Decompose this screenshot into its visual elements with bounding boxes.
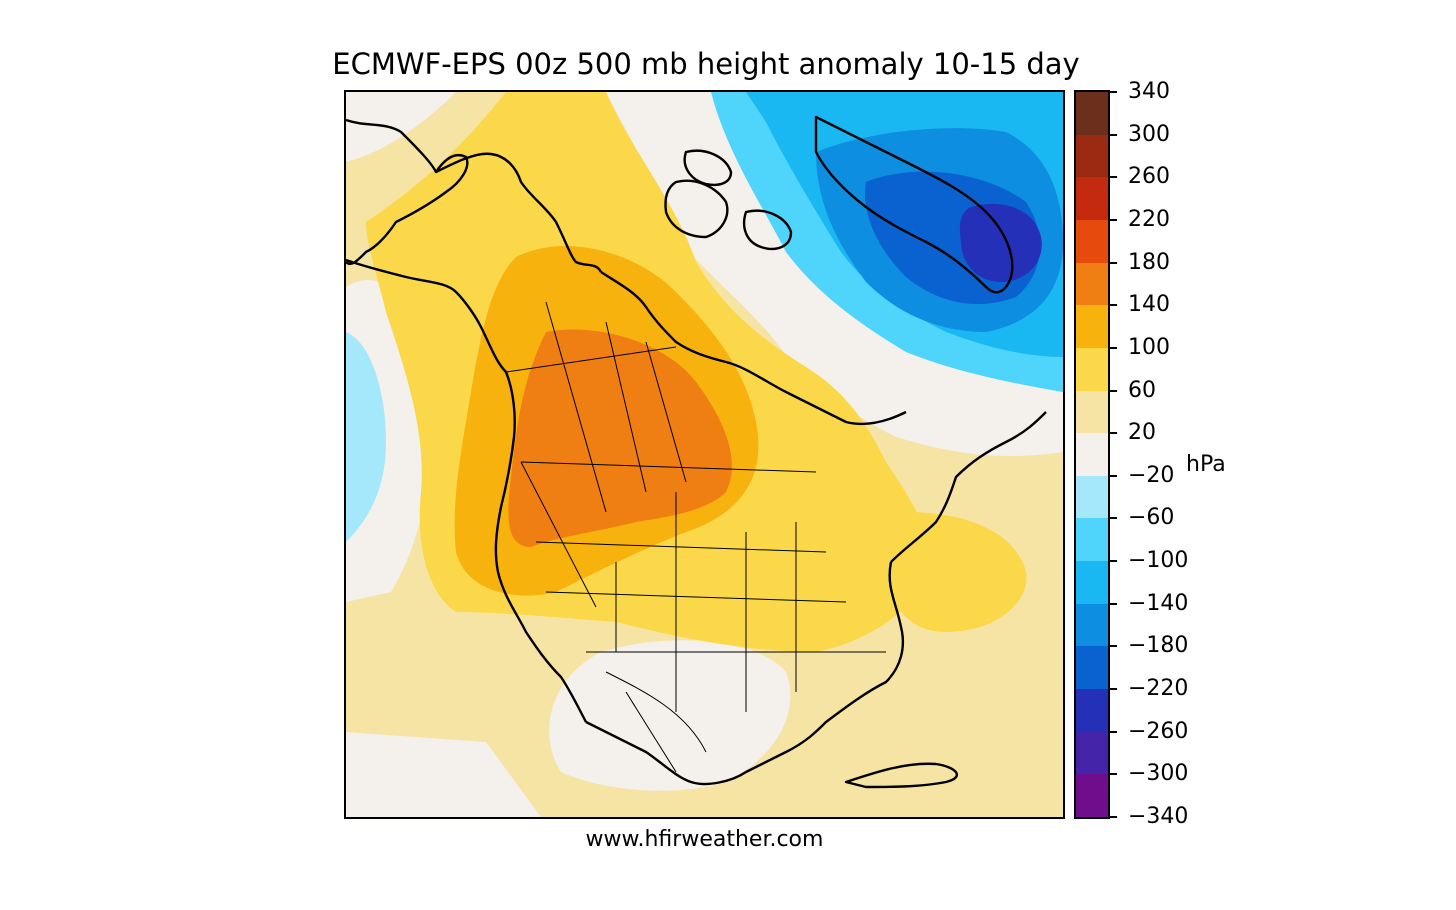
colorbar-tick-label: −100 [1128, 548, 1189, 574]
colorbar-tick-label: −60 [1128, 505, 1175, 531]
colorbar-tick-label: −300 [1128, 761, 1189, 787]
colorbar-tick [1110, 346, 1117, 349]
colorbar-segment [1076, 134, 1108, 178]
credit-text: www.hfirweather.com [585, 827, 824, 852]
colorbar-tick [1110, 218, 1117, 221]
colorbar-tick-label: −20 [1128, 462, 1175, 488]
anomaly-band-near-zero-southwest [346, 732, 541, 817]
anomaly-map [346, 92, 1063, 817]
colorbar-tick-label: 340 [1128, 79, 1170, 104]
colorbar-tick [1110, 602, 1117, 605]
colorbar-segment [1076, 262, 1108, 306]
colorbar [1074, 90, 1110, 819]
colorbar-segment [1076, 603, 1108, 647]
colorbar-tick-label: −340 [1128, 804, 1189, 829]
colorbar-tick-label: 300 [1128, 121, 1170, 147]
colorbar-unit: hPa [1186, 452, 1226, 477]
colorbar-tick [1110, 474, 1117, 477]
colorbar-tick [1110, 432, 1117, 435]
colorbar-tick-label: 140 [1128, 292, 1170, 318]
colorbar-segment [1076, 731, 1108, 775]
anomaly-band-near-zero-arctic [606, 92, 1063, 457]
colorbar-tick-label: −140 [1128, 590, 1189, 616]
colorbar-tick-label: 20 [1128, 420, 1156, 446]
colorbar-tick [1110, 816, 1117, 818]
anomaly-band-minus220 [959, 203, 1042, 282]
colorbar-tick [1110, 730, 1117, 733]
colorbar-tick [1110, 304, 1117, 307]
anomaly-band-near-zero-corner [346, 92, 456, 162]
colorbar-tick-label: 220 [1128, 206, 1170, 232]
colorbar-tick-label: 100 [1128, 334, 1170, 360]
colorbar-segment [1076, 305, 1108, 349]
colorbar-ticks: 340 300 260 220 180 140 100 60 20 −20 −60 −100 −140 −… [1110, 0, 1230, 910]
colorbar-tick [1110, 133, 1117, 136]
colorbar-segment [1076, 774, 1108, 818]
colorbar-segment [1076, 177, 1108, 221]
colorbar-tick-label: 60 [1128, 377, 1156, 403]
colorbar-segment [1076, 561, 1108, 605]
colorbar-segment [1076, 219, 1108, 264]
colorbar-tick-label: −220 [1128, 676, 1189, 702]
map-title: ECMWF-EPS 00z 500 mb height anomaly 10-1… [332, 47, 1080, 81]
colorbar-tick-label: −180 [1128, 633, 1189, 659]
colorbar-segment [1076, 92, 1108, 136]
colorbar-segment [1076, 390, 1108, 434]
colorbar-tick [1110, 176, 1117, 179]
colorbar-segment [1076, 475, 1108, 519]
colorbar-tick [1110, 560, 1117, 563]
colorbar-segment [1076, 646, 1108, 690]
anomaly-band-60-100-atlantic [890, 512, 1027, 632]
colorbar-segment [1076, 518, 1108, 562]
map-panel [344, 90, 1065, 819]
colorbar-tick [1110, 261, 1117, 264]
political-borders [505, 301, 886, 773]
colorbar-tick [1110, 91, 1117, 93]
colorbar-segment [1076, 347, 1108, 392]
anomaly-band-near-zero-mexico [549, 640, 791, 791]
colorbar-tick-label: 260 [1128, 164, 1170, 190]
colorbar-tick-label: 180 [1128, 249, 1170, 275]
colorbar-tick-label: −260 [1128, 718, 1189, 744]
colorbar-tick [1110, 389, 1117, 392]
colorbar-tick [1110, 645, 1117, 648]
colorbar-segment [1076, 689, 1108, 733]
colorbar-tick [1110, 773, 1117, 776]
colorbar-tick [1110, 517, 1117, 520]
anomaly-band-minus20-pacific [346, 332, 386, 542]
colorbar-tick [1110, 688, 1117, 691]
coastlines [346, 115, 1047, 789]
colorbar-segment [1076, 433, 1108, 477]
